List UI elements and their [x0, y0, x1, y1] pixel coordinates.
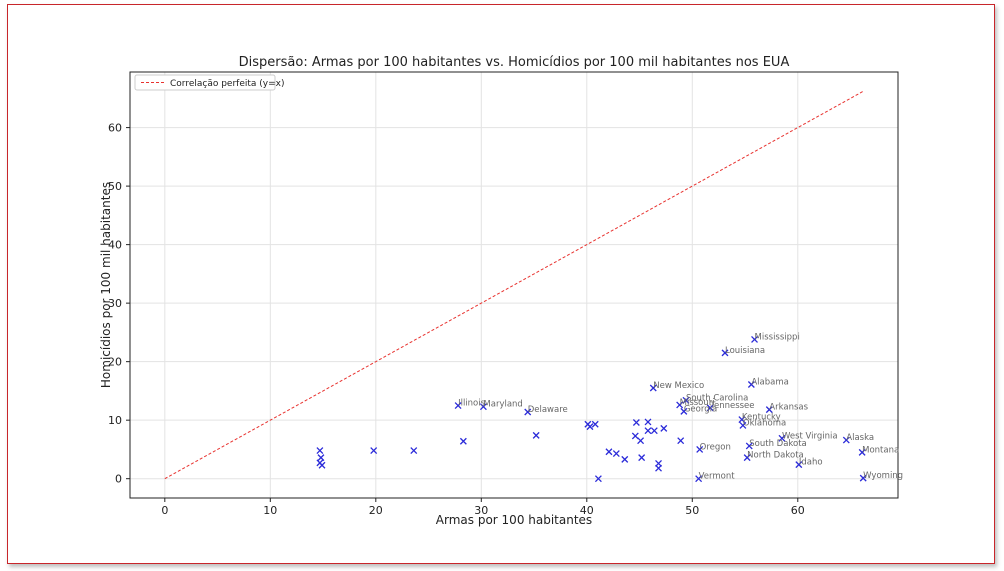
- legend-box: [134, 74, 276, 91]
- data-point: [479, 403, 487, 411]
- data-point: [621, 455, 629, 463]
- data-point: [676, 401, 684, 409]
- data-point: [739, 421, 747, 429]
- data-point: [317, 454, 325, 462]
- point-label: Delaware: [528, 405, 568, 415]
- point-label: Arkansas: [769, 403, 808, 413]
- point-label: Illinois: [458, 399, 486, 409]
- data-point: [795, 461, 803, 469]
- data-point: [644, 418, 652, 426]
- data-point: [721, 349, 729, 357]
- y-tick-label: 30: [108, 297, 122, 310]
- data-point: [637, 437, 645, 445]
- y-tick-label: 0: [115, 473, 122, 486]
- y-tick-label: 40: [108, 239, 122, 252]
- data-point: [677, 437, 685, 445]
- data-point: [778, 434, 786, 442]
- data-point: [649, 384, 657, 392]
- point-label: Alabama: [751, 377, 788, 387]
- x-tick-label: 40: [580, 504, 594, 517]
- y-tick-label: 10: [108, 414, 122, 427]
- data-point: [454, 402, 462, 410]
- data-point: [594, 475, 602, 483]
- point-label: Mississippi: [755, 332, 800, 342]
- data-point: [318, 461, 326, 469]
- legend: Correlação perfeita (y=x): [134, 74, 285, 91]
- data-point: [743, 454, 751, 462]
- x-tick-label: 20: [369, 504, 383, 517]
- data-point: [842, 436, 850, 444]
- data-point: [370, 447, 378, 455]
- data-points: [316, 335, 867, 483]
- x-tick-label: 30: [474, 504, 488, 517]
- x-tick-label: 60: [791, 504, 805, 517]
- legend-entry: Correlação perfeita (y=x): [170, 79, 285, 89]
- axis-ticks: 0 10 20 30 40 50 60 0 10 20 30 40 50 60: [108, 122, 805, 517]
- figure-frame: [7, 4, 995, 564]
- data-point: [738, 416, 746, 424]
- point-label: Kentucky: [742, 413, 781, 423]
- point-label: Louisiana: [725, 346, 765, 356]
- reference-line-y-equals-x: [164, 90, 865, 480]
- point-label: Tennessee: [709, 401, 754, 411]
- point-label: Montana: [862, 445, 899, 455]
- point-label: Oklahoma: [743, 418, 786, 428]
- data-point: [591, 420, 599, 428]
- plot-area: [129, 71, 899, 499]
- data-point: [747, 381, 755, 388]
- reference-line-layer: [164, 90, 865, 480]
- point-label: Alaska: [846, 433, 874, 443]
- point-label: North Dakota: [747, 451, 804, 461]
- data-point: [655, 464, 662, 472]
- grid: [130, 72, 898, 498]
- data-point: [751, 335, 758, 343]
- point-label: Vermont: [699, 472, 736, 482]
- point-label: Georgia: [684, 404, 717, 414]
- data-point: [858, 448, 866, 456]
- y-tick-label: 50: [108, 180, 122, 193]
- point-label: South Dakota: [749, 439, 807, 449]
- data-point: [410, 447, 418, 455]
- data-point: [660, 424, 668, 432]
- point-label: Maryland: [483, 400, 522, 410]
- data-point: [632, 419, 640, 426]
- data-point: [459, 437, 467, 445]
- data-point: [765, 406, 773, 414]
- data-point: [745, 442, 753, 450]
- data-point: [644, 427, 652, 435]
- data-point: [696, 445, 704, 453]
- point-label: Missouri: [680, 398, 715, 408]
- data-point: [650, 427, 658, 435]
- x-tick-label: 50: [685, 504, 699, 517]
- data-point: [605, 448, 613, 456]
- data-point: [612, 450, 620, 457]
- data-point: [706, 404, 714, 412]
- data-point: [682, 396, 690, 404]
- data-point: [680, 407, 688, 415]
- y-tick-label: 20: [108, 356, 122, 369]
- chart-title: Dispersão: Armas por 100 habitantes vs. …: [239, 55, 790, 70]
- x-axis-label: Armas por 100 habitantes: [436, 513, 592, 527]
- point-label: West Virginia: [782, 431, 838, 441]
- data-point: [586, 423, 594, 431]
- y-axis-label: Homicídios por 100 mil habitantes: [99, 182, 113, 388]
- data-point: [638, 454, 646, 462]
- data-point: [695, 475, 703, 483]
- x-tick-label: 10: [263, 504, 277, 517]
- data-point: [532, 431, 540, 439]
- y-tick-label: 60: [108, 122, 122, 135]
- x-tick-label: 0: [161, 504, 168, 517]
- data-point: [316, 447, 324, 455]
- data-point: [524, 408, 532, 416]
- point-label: Oregon: [700, 442, 731, 452]
- point-label: New Mexico: [653, 381, 704, 391]
- point-label: Wyoming: [863, 471, 903, 481]
- data-point: [859, 474, 867, 482]
- point-label: South Carolina: [686, 393, 748, 403]
- point-label: Idaho: [799, 458, 823, 468]
